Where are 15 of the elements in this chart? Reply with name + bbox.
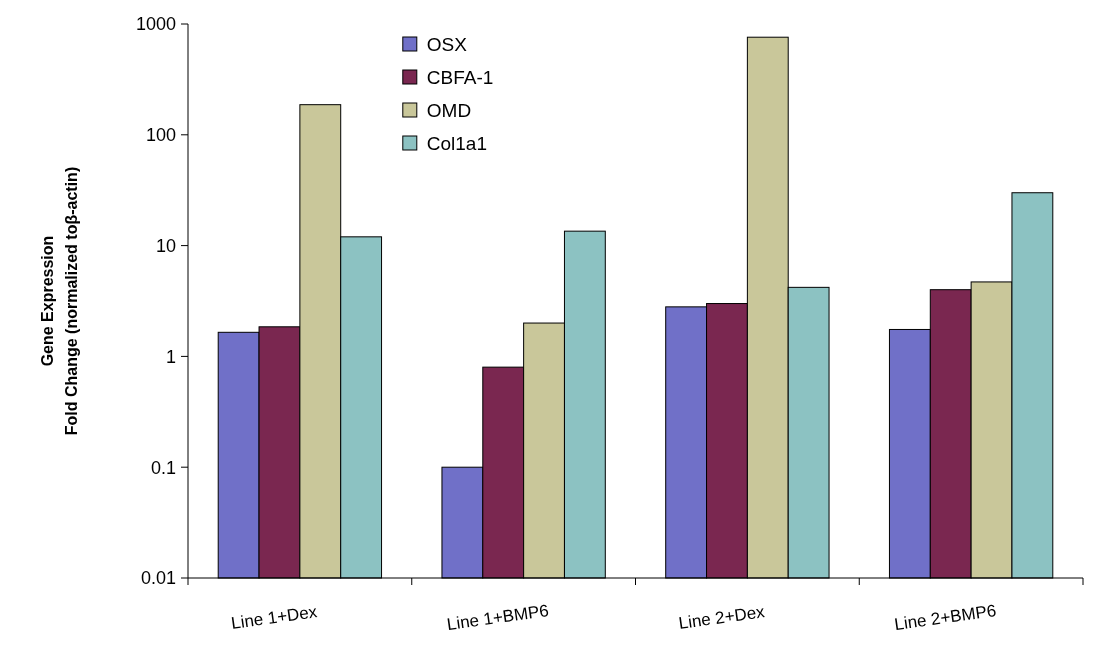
y-tick-label: 1000: [135, 14, 176, 35]
x-tick-label: Line 1+Dex: [229, 602, 319, 633]
y-axis-title: Gene Expression Fold Change (normalized toβ-actin): [39, 166, 80, 436]
y-tick-label: 100: [145, 125, 176, 146]
x-tick-label: Line 2+Dex: [677, 602, 767, 633]
legend-label: Col1a1: [426, 132, 488, 154]
legend-label: OMD: [426, 99, 472, 121]
y-tick-label: 10: [155, 235, 176, 256]
x-tick-label: Line 1+BMP6: [445, 601, 550, 635]
y-tick-label: 1: [165, 346, 176, 367]
legend-label: CBFA-1: [426, 66, 494, 88]
y-tick-label: 0.1: [150, 457, 176, 478]
y-tick-label: 0.01: [140, 568, 176, 589]
legend-label: OSX: [426, 33, 468, 55]
x-tick-label: Line 2+BMP6: [893, 601, 998, 635]
